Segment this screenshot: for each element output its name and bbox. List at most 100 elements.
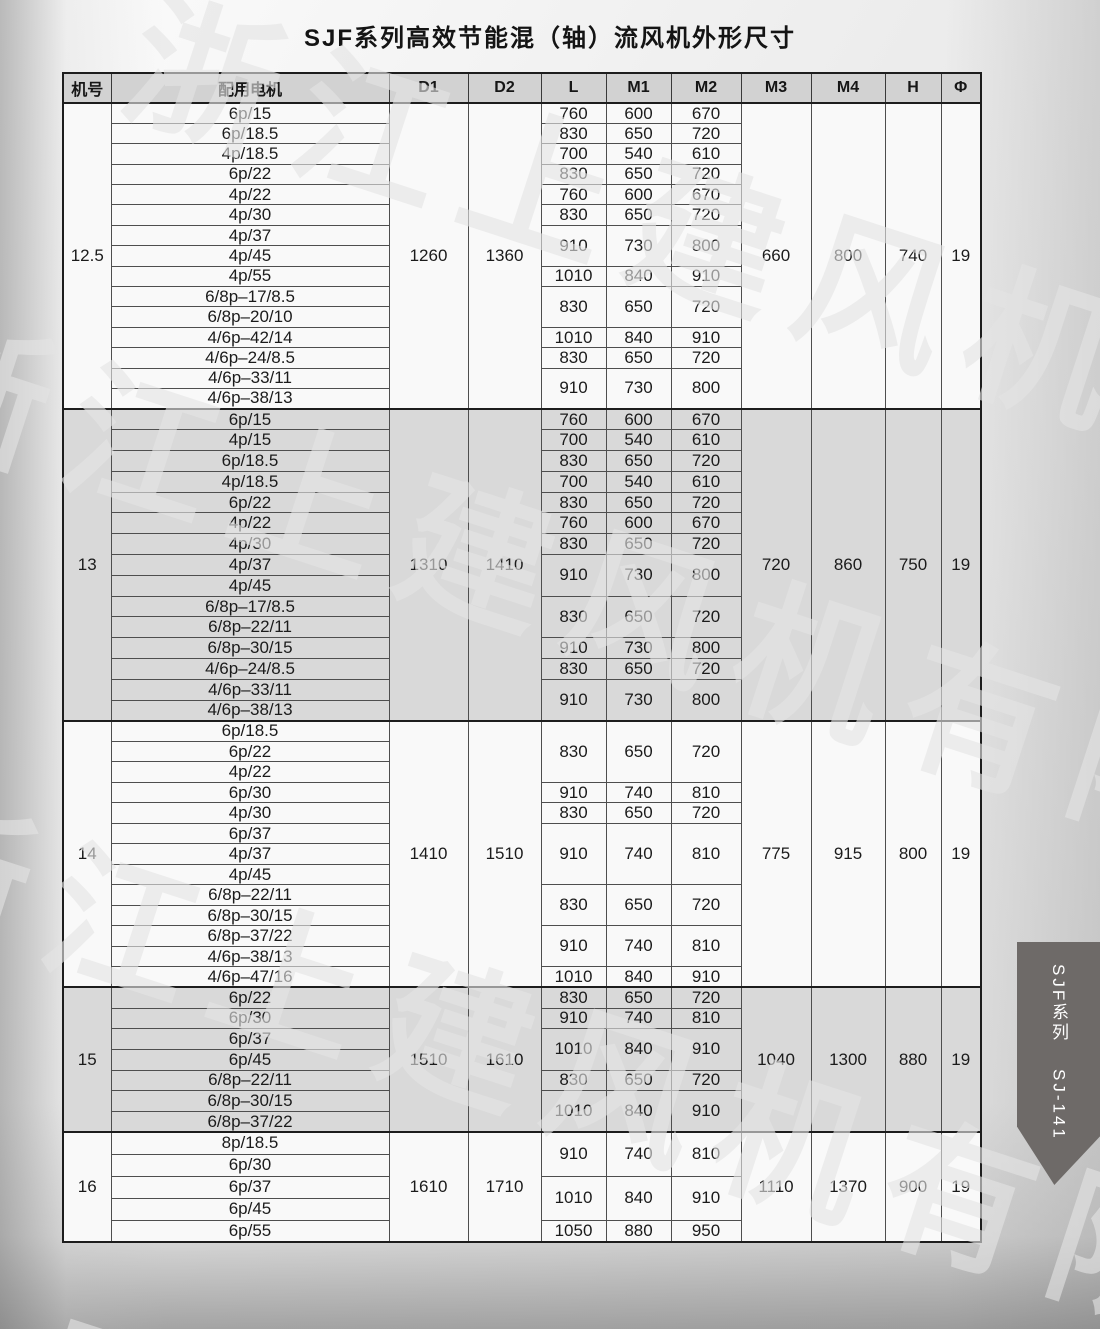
col-header-l: L — [540, 72, 607, 104]
motor-cell: 6p/18.5 — [110, 122, 390, 145]
table-row: 4p/18.5 700 540 610 — [63, 470, 981, 493]
l-cell: 760 — [540, 101, 607, 124]
phi-cell: 19 — [940, 102, 982, 410]
m1-cell: 650 — [605, 719, 672, 783]
model-cell: 15 — [62, 986, 112, 1133]
col-header-h: H — [884, 72, 942, 104]
d1-cell: 1310 — [388, 407, 469, 722]
m1-cell: 540 — [605, 429, 672, 451]
motor-cell: 4/6p–24/8.5 — [110, 657, 390, 680]
d1-cell: 1410 — [388, 719, 469, 988]
m2-cell: 720 — [670, 595, 742, 639]
m2-cell: 610 — [670, 143, 742, 165]
m1-cell: 650 — [605, 449, 672, 472]
m1-cell: 650 — [605, 347, 672, 369]
motor-cell: 4p/37 — [110, 843, 390, 865]
m2-cell: 800 — [670, 637, 742, 659]
m1-cell: 650 — [605, 491, 672, 514]
table-row: 6/8p–20/10 — [63, 306, 981, 328]
m1-cell: 540 — [605, 143, 672, 165]
table-row: 6p/22 830 650 720 — [63, 491, 981, 514]
m2-cell: 720 — [670, 986, 742, 1009]
l-cell: 830 — [540, 286, 607, 328]
m1-cell: 730 — [605, 678, 672, 722]
motor-cell: 6/8p–17/8.5 — [110, 286, 390, 308]
l-cell: 1010 — [540, 1175, 607, 1221]
m2-cell: 720 — [670, 802, 742, 824]
motor-cell: 4/6p–24/8.5 — [110, 347, 390, 369]
m1-cell: 540 — [605, 470, 672, 493]
h-cell: 900 — [884, 1131, 942, 1243]
table-row: 4p/45 — [63, 863, 981, 886]
table-row: 4p/37 910 730 800 — [63, 553, 981, 597]
m2-cell: 670 — [670, 184, 742, 206]
l-cell: 830 — [540, 595, 607, 639]
phi-cell: 19 — [940, 986, 982, 1133]
motor-cell: 6/8p–30/15 — [110, 904, 390, 927]
d2-cell: 1610 — [467, 986, 542, 1133]
table-row: 4/6p–24/8.5 830 650 720 — [63, 657, 981, 680]
motor-cell: 4/6p–38/13 — [110, 387, 390, 410]
motor-cell: 6p/45 — [110, 1197, 390, 1221]
m2-cell: 670 — [670, 101, 742, 124]
l-cell: 910 — [540, 925, 607, 968]
m2-cell: 610 — [670, 429, 742, 451]
m2-cell: 720 — [670, 122, 742, 145]
table-row: 6/8p–37/22 — [63, 1110, 981, 1133]
motor-cell: 4p/15 — [110, 429, 390, 451]
l-cell: 910 — [540, 367, 607, 410]
m2-cell: 720 — [670, 657, 742, 680]
m3-cell: 660 — [740, 102, 812, 410]
col-header-m2: M2 — [670, 72, 742, 104]
table-row: 6/8p–22/11 830 650 720 — [63, 884, 981, 927]
col-header-model: 机号 — [62, 72, 112, 104]
table-row: 13 6p/15 1310 1410 760 600 670 720 860 750 19 — [62, 407, 982, 722]
m1-cell: 840 — [605, 1175, 672, 1221]
side-tab-series-label: SJF系列 — [1049, 964, 1068, 1044]
table-row: 4p/22 760 600 670 — [63, 184, 981, 206]
l-cell: 830 — [540, 657, 607, 680]
motor-cell: 6p/37 — [110, 1175, 390, 1199]
d2-cell: 1510 — [467, 719, 542, 988]
m1-cell: 840 — [605, 966, 672, 988]
motor-cell: 6p/30 — [110, 1007, 390, 1030]
l-cell: 1010 — [540, 966, 607, 988]
l-cell: 830 — [540, 491, 607, 514]
motor-cell: 6p/30 — [110, 1153, 390, 1177]
m1-cell: 650 — [605, 286, 672, 328]
l-cell: 830 — [540, 986, 607, 1009]
l-cell: 760 — [540, 407, 607, 431]
m2-cell: 810 — [670, 1007, 742, 1030]
motor-cell: 4p/30 — [110, 204, 390, 226]
table-row: 6p/45 — [63, 1197, 981, 1221]
m1-cell: 600 — [605, 512, 672, 535]
m1-cell: 740 — [605, 1131, 672, 1177]
motor-cell: 4/6p–33/11 — [110, 367, 390, 389]
m4-cell: 1300 — [810, 986, 886, 1133]
m1-cell: 600 — [605, 184, 672, 206]
table-row: 12.5 6p/15 1260 1360 760 600 670 660 800 740 19 — [62, 101, 982, 410]
motor-cell: 6p/37 — [110, 1028, 390, 1050]
l-cell: 910 — [540, 1007, 607, 1030]
motor-cell: 6p/15 — [110, 407, 390, 431]
m1-cell: 730 — [605, 224, 672, 267]
motor-cell: 4p/45 — [110, 863, 390, 886]
col-header-phi: Φ — [940, 72, 982, 104]
h-cell: 740 — [884, 102, 942, 410]
model-cell: 12.5 — [62, 102, 112, 410]
m1-cell: 650 — [605, 657, 672, 680]
col-header-d2: D2 — [467, 72, 542, 104]
motor-cell: 6/8p–20/10 — [110, 306, 390, 328]
phi-cell: 19 — [940, 407, 982, 722]
m1-cell: 650 — [605, 884, 672, 927]
d2-cell: 1710 — [467, 1131, 542, 1243]
l-cell: 910 — [540, 781, 607, 804]
motor-cell: 6/8p–30/15 — [110, 637, 390, 659]
model-cell: 14 — [62, 719, 112, 988]
motor-cell: 6p/37 — [110, 822, 390, 845]
m2-cell: 810 — [670, 822, 742, 886]
m2-cell: 720 — [670, 533, 742, 555]
m2-cell: 720 — [670, 286, 742, 328]
phi-cell: 19 — [940, 719, 982, 988]
